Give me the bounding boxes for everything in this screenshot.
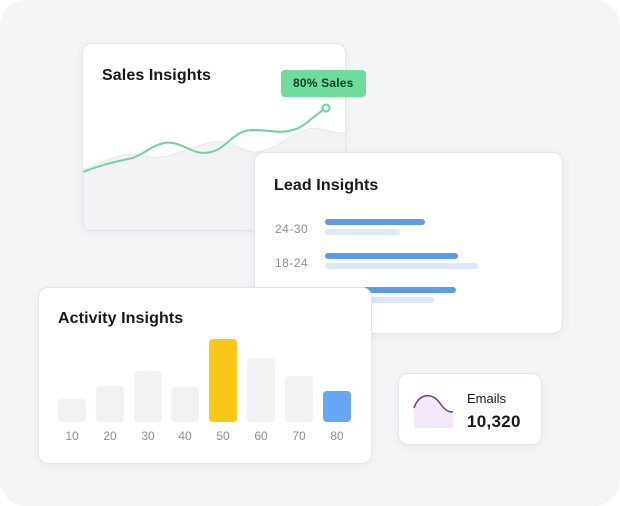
lead-bar-secondary [325, 297, 434, 303]
lead-bar-primary [325, 287, 456, 293]
activity-bar-10 [58, 399, 86, 422]
activity-bar-50 [209, 339, 237, 422]
activity-bar-30 [134, 371, 162, 422]
sales-insights-title: Sales Insights [102, 67, 211, 84]
lead-bar-primary [325, 219, 425, 225]
emails-sparkline-line [413, 395, 454, 413]
lead-row-label: 24-30 [275, 222, 309, 236]
activity-tick-label: 60 [254, 429, 268, 443]
emails-card[interactable]: Emails 10,320 [398, 373, 542, 445]
activity-tick-label: 30 [141, 429, 155, 443]
activity-tick-label: 10 [65, 429, 79, 443]
lead-bar-secondary [325, 263, 478, 269]
activity-insights-title: Activity Insights [58, 310, 184, 327]
activity-bar-20 [96, 386, 124, 422]
emails-label: Emails [467, 391, 507, 406]
sales-peak-marker [321, 103, 331, 113]
activity-bar-80 [323, 391, 351, 422]
activity-bar-40 [171, 387, 199, 422]
emails-sparkline-icon [413, 395, 454, 428]
lead-insights-title: Lead Insights [274, 177, 379, 194]
activity-tick-label: 40 [178, 429, 192, 443]
activity-tick-label: 70 [292, 429, 306, 443]
activity-insights-card[interactable]: Activity Insights 10 20 30 40 50 60 70 80 [38, 287, 372, 464]
lead-row-label: 18-24 [275, 256, 309, 270]
activity-tick-label: 80 [330, 429, 344, 443]
lead-bar-primary [325, 253, 458, 259]
activity-bar-70 [285, 376, 313, 422]
activity-bar-60 [247, 358, 275, 422]
emails-sparkline-area [414, 395, 453, 428]
sales-trend-line [83, 107, 327, 173]
activity-tick-label: 20 [103, 429, 117, 443]
lead-bar-secondary [325, 229, 400, 235]
emails-count: 10,320 [467, 412, 521, 431]
activity-tick-label: 50 [216, 429, 230, 443]
sales-percentage-badge: 80% Sales [281, 70, 366, 97]
